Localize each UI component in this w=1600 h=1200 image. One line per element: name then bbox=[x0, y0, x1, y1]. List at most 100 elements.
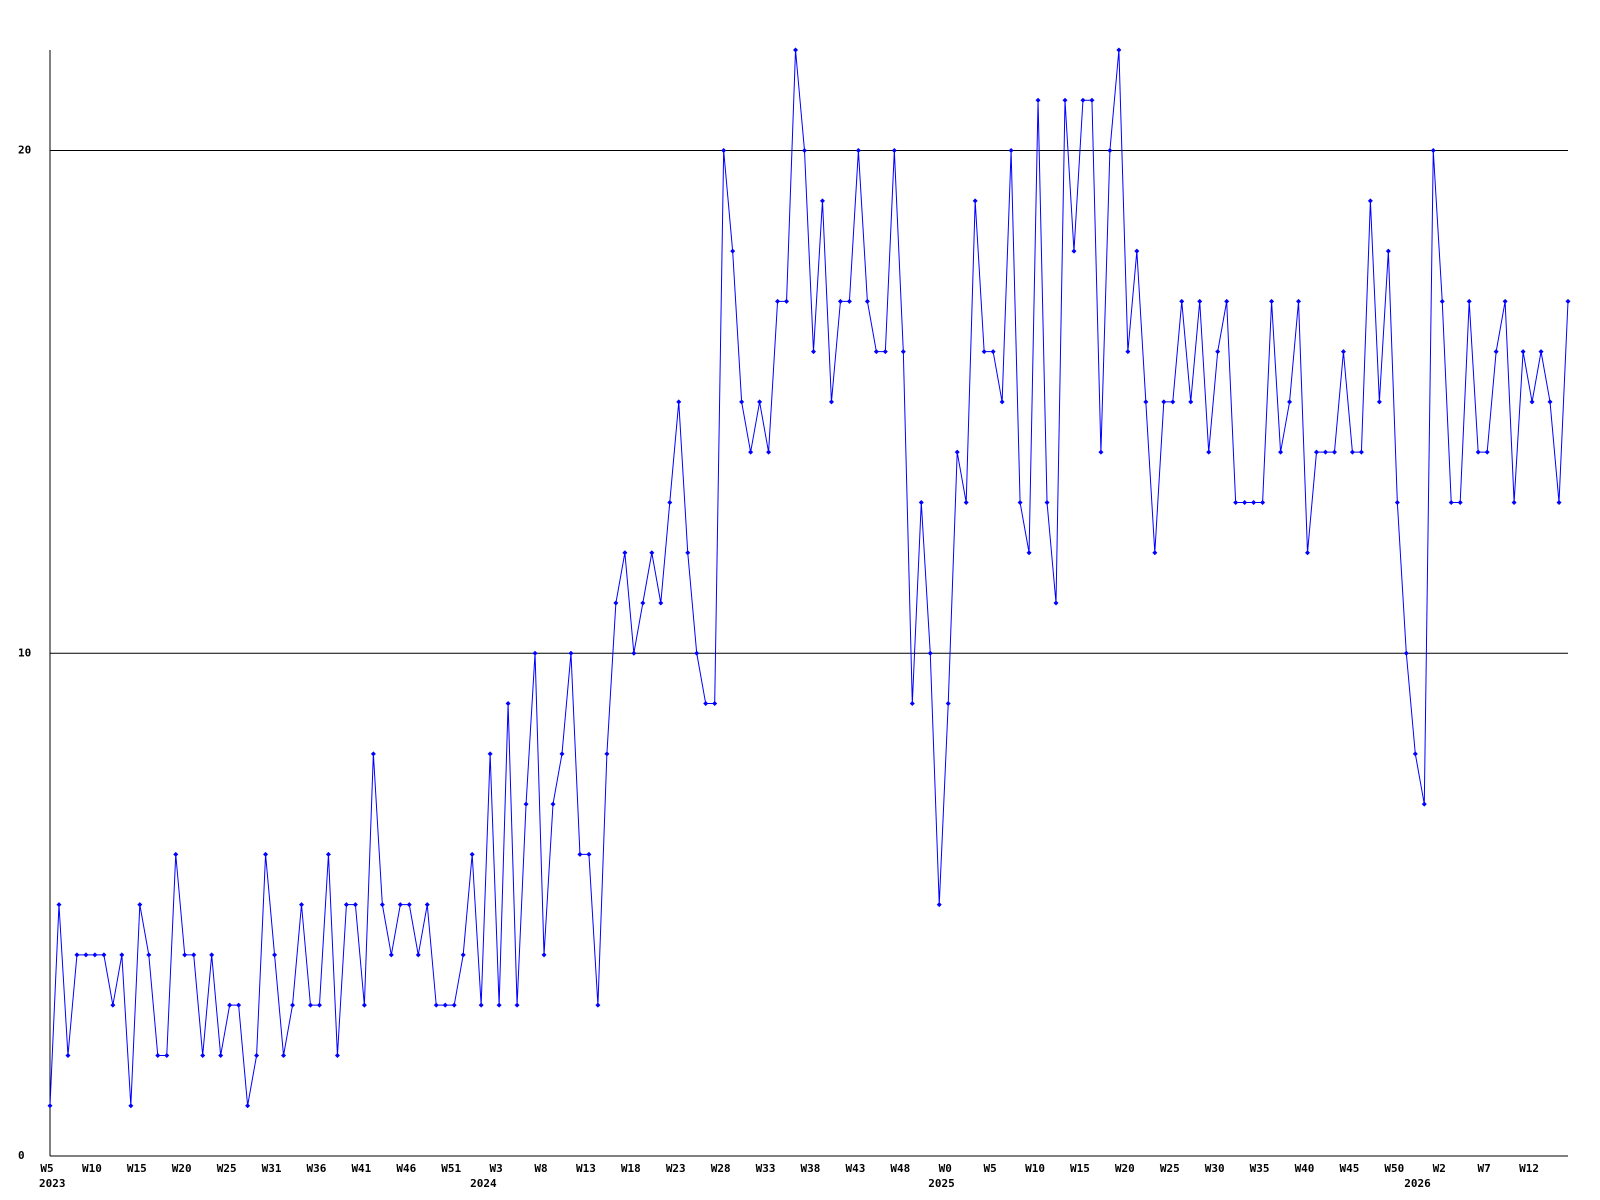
data-point bbox=[685, 550, 691, 556]
data-point bbox=[1260, 499, 1266, 505]
data-point bbox=[1421, 801, 1427, 807]
data-point bbox=[712, 701, 718, 707]
data-point bbox=[784, 298, 790, 304]
data-point bbox=[703, 701, 709, 707]
data-point bbox=[1071, 248, 1077, 254]
data-point bbox=[721, 148, 727, 154]
data-point bbox=[1475, 449, 1481, 455]
x-tick-label: W41 bbox=[351, 1162, 371, 1175]
data-point bbox=[810, 349, 816, 355]
y-tick-label: 10 bbox=[18, 646, 31, 659]
data-point bbox=[730, 248, 736, 254]
data-point bbox=[900, 349, 906, 355]
data-point bbox=[622, 550, 628, 556]
data-point bbox=[819, 198, 825, 204]
data-point bbox=[909, 701, 915, 707]
data-point bbox=[936, 902, 942, 908]
data-point bbox=[1412, 751, 1418, 757]
data-point bbox=[1224, 298, 1230, 304]
data-point bbox=[281, 1052, 287, 1058]
data-point bbox=[541, 952, 547, 958]
data-point bbox=[1313, 449, 1319, 455]
data-point bbox=[56, 902, 62, 908]
x-tick-label: W10 bbox=[82, 1162, 102, 1175]
data-point bbox=[1053, 600, 1059, 606]
x-tick-label: W25 bbox=[217, 1162, 237, 1175]
x-tick-label: W8 bbox=[534, 1162, 547, 1175]
data-point bbox=[1206, 449, 1212, 455]
data-point bbox=[370, 751, 376, 757]
data-point bbox=[1538, 349, 1544, 355]
data-point bbox=[1161, 399, 1167, 405]
data-point bbox=[882, 349, 888, 355]
data-point bbox=[514, 1002, 520, 1008]
data-point bbox=[1116, 47, 1122, 53]
data-point bbox=[146, 952, 152, 958]
data-point bbox=[388, 952, 394, 958]
data-point bbox=[990, 349, 996, 355]
data-point bbox=[577, 851, 583, 857]
data-point bbox=[1269, 298, 1275, 304]
data-point bbox=[469, 851, 475, 857]
x-tick-label: W33 bbox=[756, 1162, 776, 1175]
data-point bbox=[1305, 550, 1311, 556]
x-group-label: 2026 bbox=[1404, 1177, 1431, 1190]
data-point bbox=[855, 148, 861, 154]
data-point bbox=[1098, 449, 1104, 455]
x-tick-label: W15 bbox=[127, 1162, 147, 1175]
data-point bbox=[999, 399, 1005, 405]
data-point bbox=[1287, 399, 1293, 405]
data-point bbox=[604, 751, 610, 757]
data-point bbox=[272, 952, 278, 958]
data-point bbox=[1367, 198, 1373, 204]
data-point bbox=[595, 1002, 601, 1008]
data-point bbox=[954, 449, 960, 455]
x-tick-label: W40 bbox=[1295, 1162, 1315, 1175]
data-point bbox=[676, 399, 682, 405]
data-point bbox=[1215, 349, 1221, 355]
data-point bbox=[47, 1103, 53, 1109]
x-tick-label: W13 bbox=[576, 1162, 596, 1175]
data-point bbox=[1251, 499, 1257, 505]
data-point bbox=[218, 1052, 224, 1058]
data-point bbox=[164, 1052, 170, 1058]
data-point bbox=[891, 148, 897, 154]
data-point bbox=[1439, 298, 1445, 304]
data-point bbox=[83, 952, 89, 958]
data-point bbox=[299, 902, 305, 908]
x-tick-label: W5 bbox=[40, 1162, 53, 1175]
data-point bbox=[1278, 449, 1284, 455]
data-point bbox=[1511, 499, 1517, 505]
data-point bbox=[334, 1052, 340, 1058]
data-point bbox=[1493, 349, 1499, 355]
data-point bbox=[1385, 248, 1391, 254]
data-point bbox=[586, 851, 592, 857]
data-point bbox=[290, 1002, 296, 1008]
data-point bbox=[631, 650, 637, 656]
data-point bbox=[137, 902, 143, 908]
y-tick-label: 0 bbox=[18, 1149, 25, 1162]
data-point bbox=[343, 902, 349, 908]
data-point bbox=[200, 1052, 206, 1058]
x-tick-label: W18 bbox=[621, 1162, 641, 1175]
data-point bbox=[1296, 298, 1302, 304]
data-point bbox=[981, 349, 987, 355]
data-point bbox=[254, 1052, 260, 1058]
x-tick-label: W46 bbox=[396, 1162, 416, 1175]
data-point bbox=[1008, 148, 1014, 154]
data-point bbox=[1502, 298, 1508, 304]
data-point bbox=[263, 851, 269, 857]
x-tick-label: W30 bbox=[1205, 1162, 1225, 1175]
data-point bbox=[487, 751, 493, 757]
data-point bbox=[748, 449, 754, 455]
data-point bbox=[1394, 499, 1400, 505]
x-tick-label: W51 bbox=[441, 1162, 461, 1175]
x-group-label: 2025 bbox=[928, 1177, 955, 1190]
data-point bbox=[65, 1052, 71, 1058]
x-tick-label: W50 bbox=[1384, 1162, 1404, 1175]
x-tick-label: W15 bbox=[1070, 1162, 1090, 1175]
data-point bbox=[828, 399, 834, 405]
data-point bbox=[837, 298, 843, 304]
data-point bbox=[325, 851, 331, 857]
